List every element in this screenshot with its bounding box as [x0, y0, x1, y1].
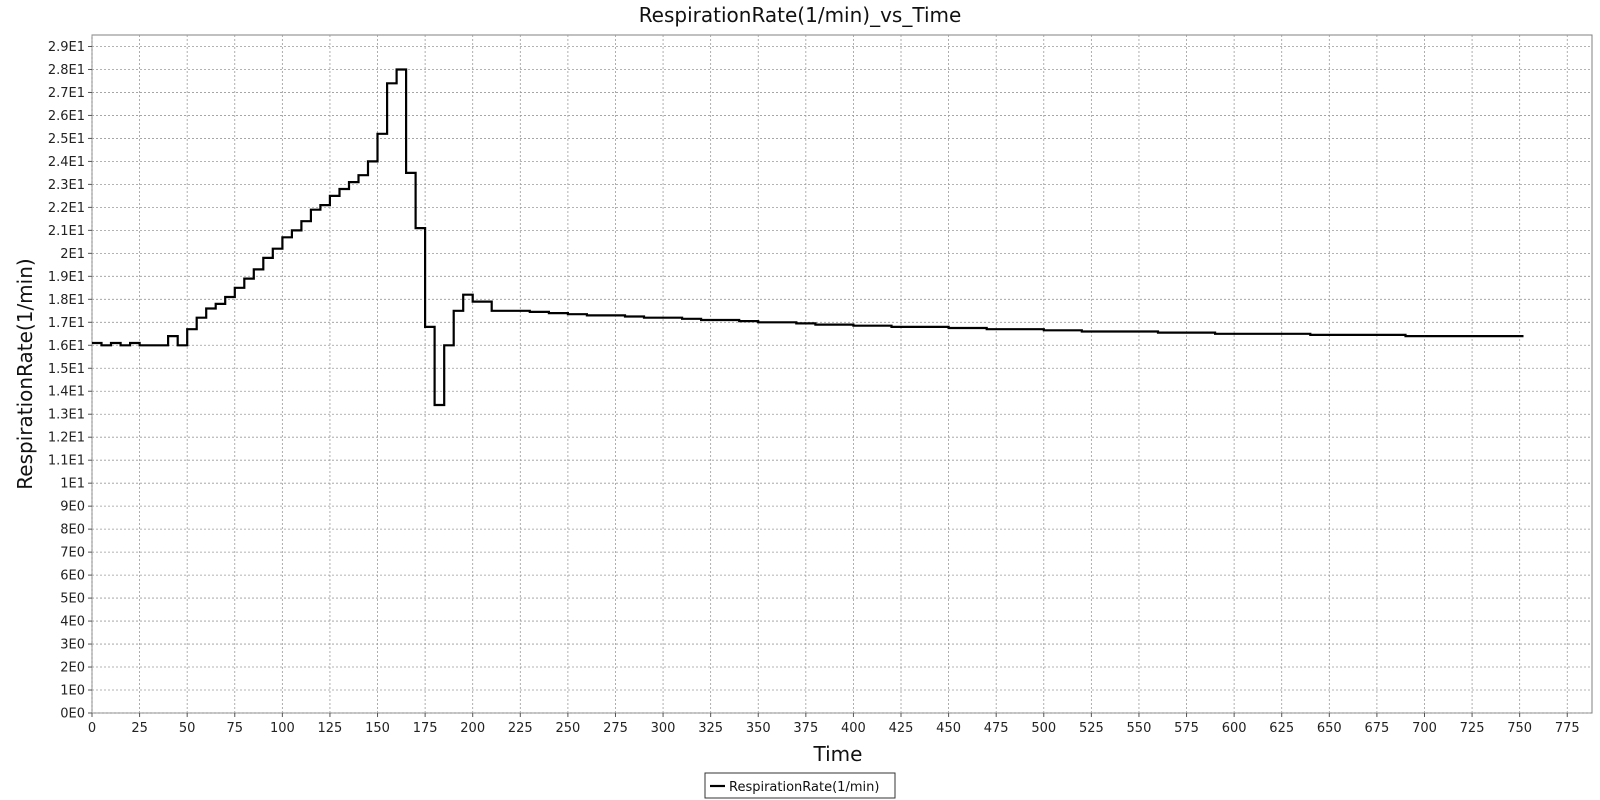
x-tick-label: 725 [1460, 721, 1485, 736]
x-tick-label: 650 [1317, 721, 1342, 736]
respiration-rate-series-line [92, 68, 1524, 407]
y-tick-label: 1.6E1 [48, 339, 85, 354]
plot-area [91, 34, 1593, 714]
y-tick-label: 1.4E1 [48, 385, 85, 400]
y-tick-label: 2.3E1 [48, 178, 85, 193]
x-tick-label: 300 [651, 721, 676, 736]
x-tick-label: 425 [889, 721, 914, 736]
x-tick-label: 225 [508, 721, 533, 736]
y-tick-label: 1.3E1 [48, 408, 85, 423]
y-tick-label: 1.8E1 [48, 293, 85, 308]
y-tick-label: 2.6E1 [48, 109, 85, 124]
y-axis-title: RespirationRate(1/min) [13, 258, 37, 489]
x-tick-label: 125 [318, 721, 343, 736]
y-tick-label: 1.7E1 [48, 316, 85, 331]
y-tick-label: 4E0 [60, 615, 85, 630]
x-tick-label: 675 [1364, 721, 1389, 736]
legend-label-respiration-rate: RespirationRate(1/min) [729, 780, 879, 795]
y-tick-label: 1.5E1 [48, 362, 85, 377]
legend-box [704, 772, 896, 799]
x-axis: 0 25 50 75 100 125 150 175 200 225 250 275 300 325 350… [88, 713, 1580, 736]
legend: RespirationRate(1/min) [704, 772, 896, 799]
y-tick-label: 6E0 [60, 569, 85, 584]
x-tick-label: 0 [88, 721, 96, 736]
y-tick-label: 2.9E1 [48, 40, 85, 55]
x-tick-label: 550 [1127, 721, 1152, 736]
x-tick-label: 750 [1507, 721, 1532, 736]
x-tick-label: 250 [555, 721, 580, 736]
x-tick-label: 150 [365, 721, 390, 736]
x-tick-label: 175 [413, 721, 438, 736]
x-tick-label: 75 [226, 721, 243, 736]
y-tick-label: 8E0 [60, 523, 85, 538]
y-tick-label: 1.1E1 [48, 454, 85, 469]
x-tick-label: 700 [1412, 721, 1437, 736]
x-tick-label: 350 [746, 721, 771, 736]
x-tick-label: 450 [936, 721, 961, 736]
y-tick-label: 5E0 [60, 592, 85, 607]
x-tick-label: 525 [1079, 721, 1104, 736]
y-tick-label: 2E1 [60, 247, 85, 262]
x-tick-label: 400 [841, 721, 866, 736]
x-tick-label: 50 [179, 721, 196, 736]
x-tick-label: 600 [1222, 721, 1247, 736]
x-tick-label: 375 [793, 721, 818, 736]
y-tick-label: 3E0 [60, 638, 85, 653]
y-tick-label: 7E0 [60, 546, 85, 561]
y-axis: 0E0 1E0 2E0 3E0 4E0 5E0 6E0 7E0 8E0 9E0 1E1 1.1E1 1.… [48, 40, 92, 722]
y-tick-label: 1.9E1 [48, 270, 85, 285]
x-tick-label: 200 [460, 721, 485, 736]
y-tick-label: 1E1 [60, 477, 85, 492]
y-tick-label: 2.1E1 [48, 224, 85, 239]
x-tick-label: 625 [1269, 721, 1294, 736]
chart-title: RespirationRate(1/min)_vs_Time [639, 3, 962, 27]
y-tick-label: 2.2E1 [48, 201, 85, 216]
y-tick-label: 0E0 [60, 707, 85, 722]
y-tick-label: 1.2E1 [48, 431, 85, 446]
x-tick-label: 25 [131, 721, 148, 736]
x-tick-label: 575 [1174, 721, 1199, 736]
y-tick-label: 2E0 [60, 661, 85, 676]
y-tick-label: 2.7E1 [48, 86, 85, 101]
x-tick-label: 325 [698, 721, 723, 736]
y-tick-label: 2.8E1 [48, 63, 85, 78]
x-tick-label: 500 [1031, 721, 1056, 736]
x-tick-label: 775 [1555, 721, 1580, 736]
x-tick-label: 100 [270, 721, 295, 736]
y-tick-label: 9E0 [60, 500, 85, 515]
x-tick-label: 475 [984, 721, 1009, 736]
x-tick-label: 275 [603, 721, 628, 736]
x-axis-title: Time [813, 742, 863, 766]
y-tick-label: 2.4E1 [48, 155, 85, 170]
grid-lines [91, 35, 1592, 714]
y-tick-label: 2.5E1 [48, 132, 85, 147]
y-tick-label: 1E0 [60, 684, 85, 699]
